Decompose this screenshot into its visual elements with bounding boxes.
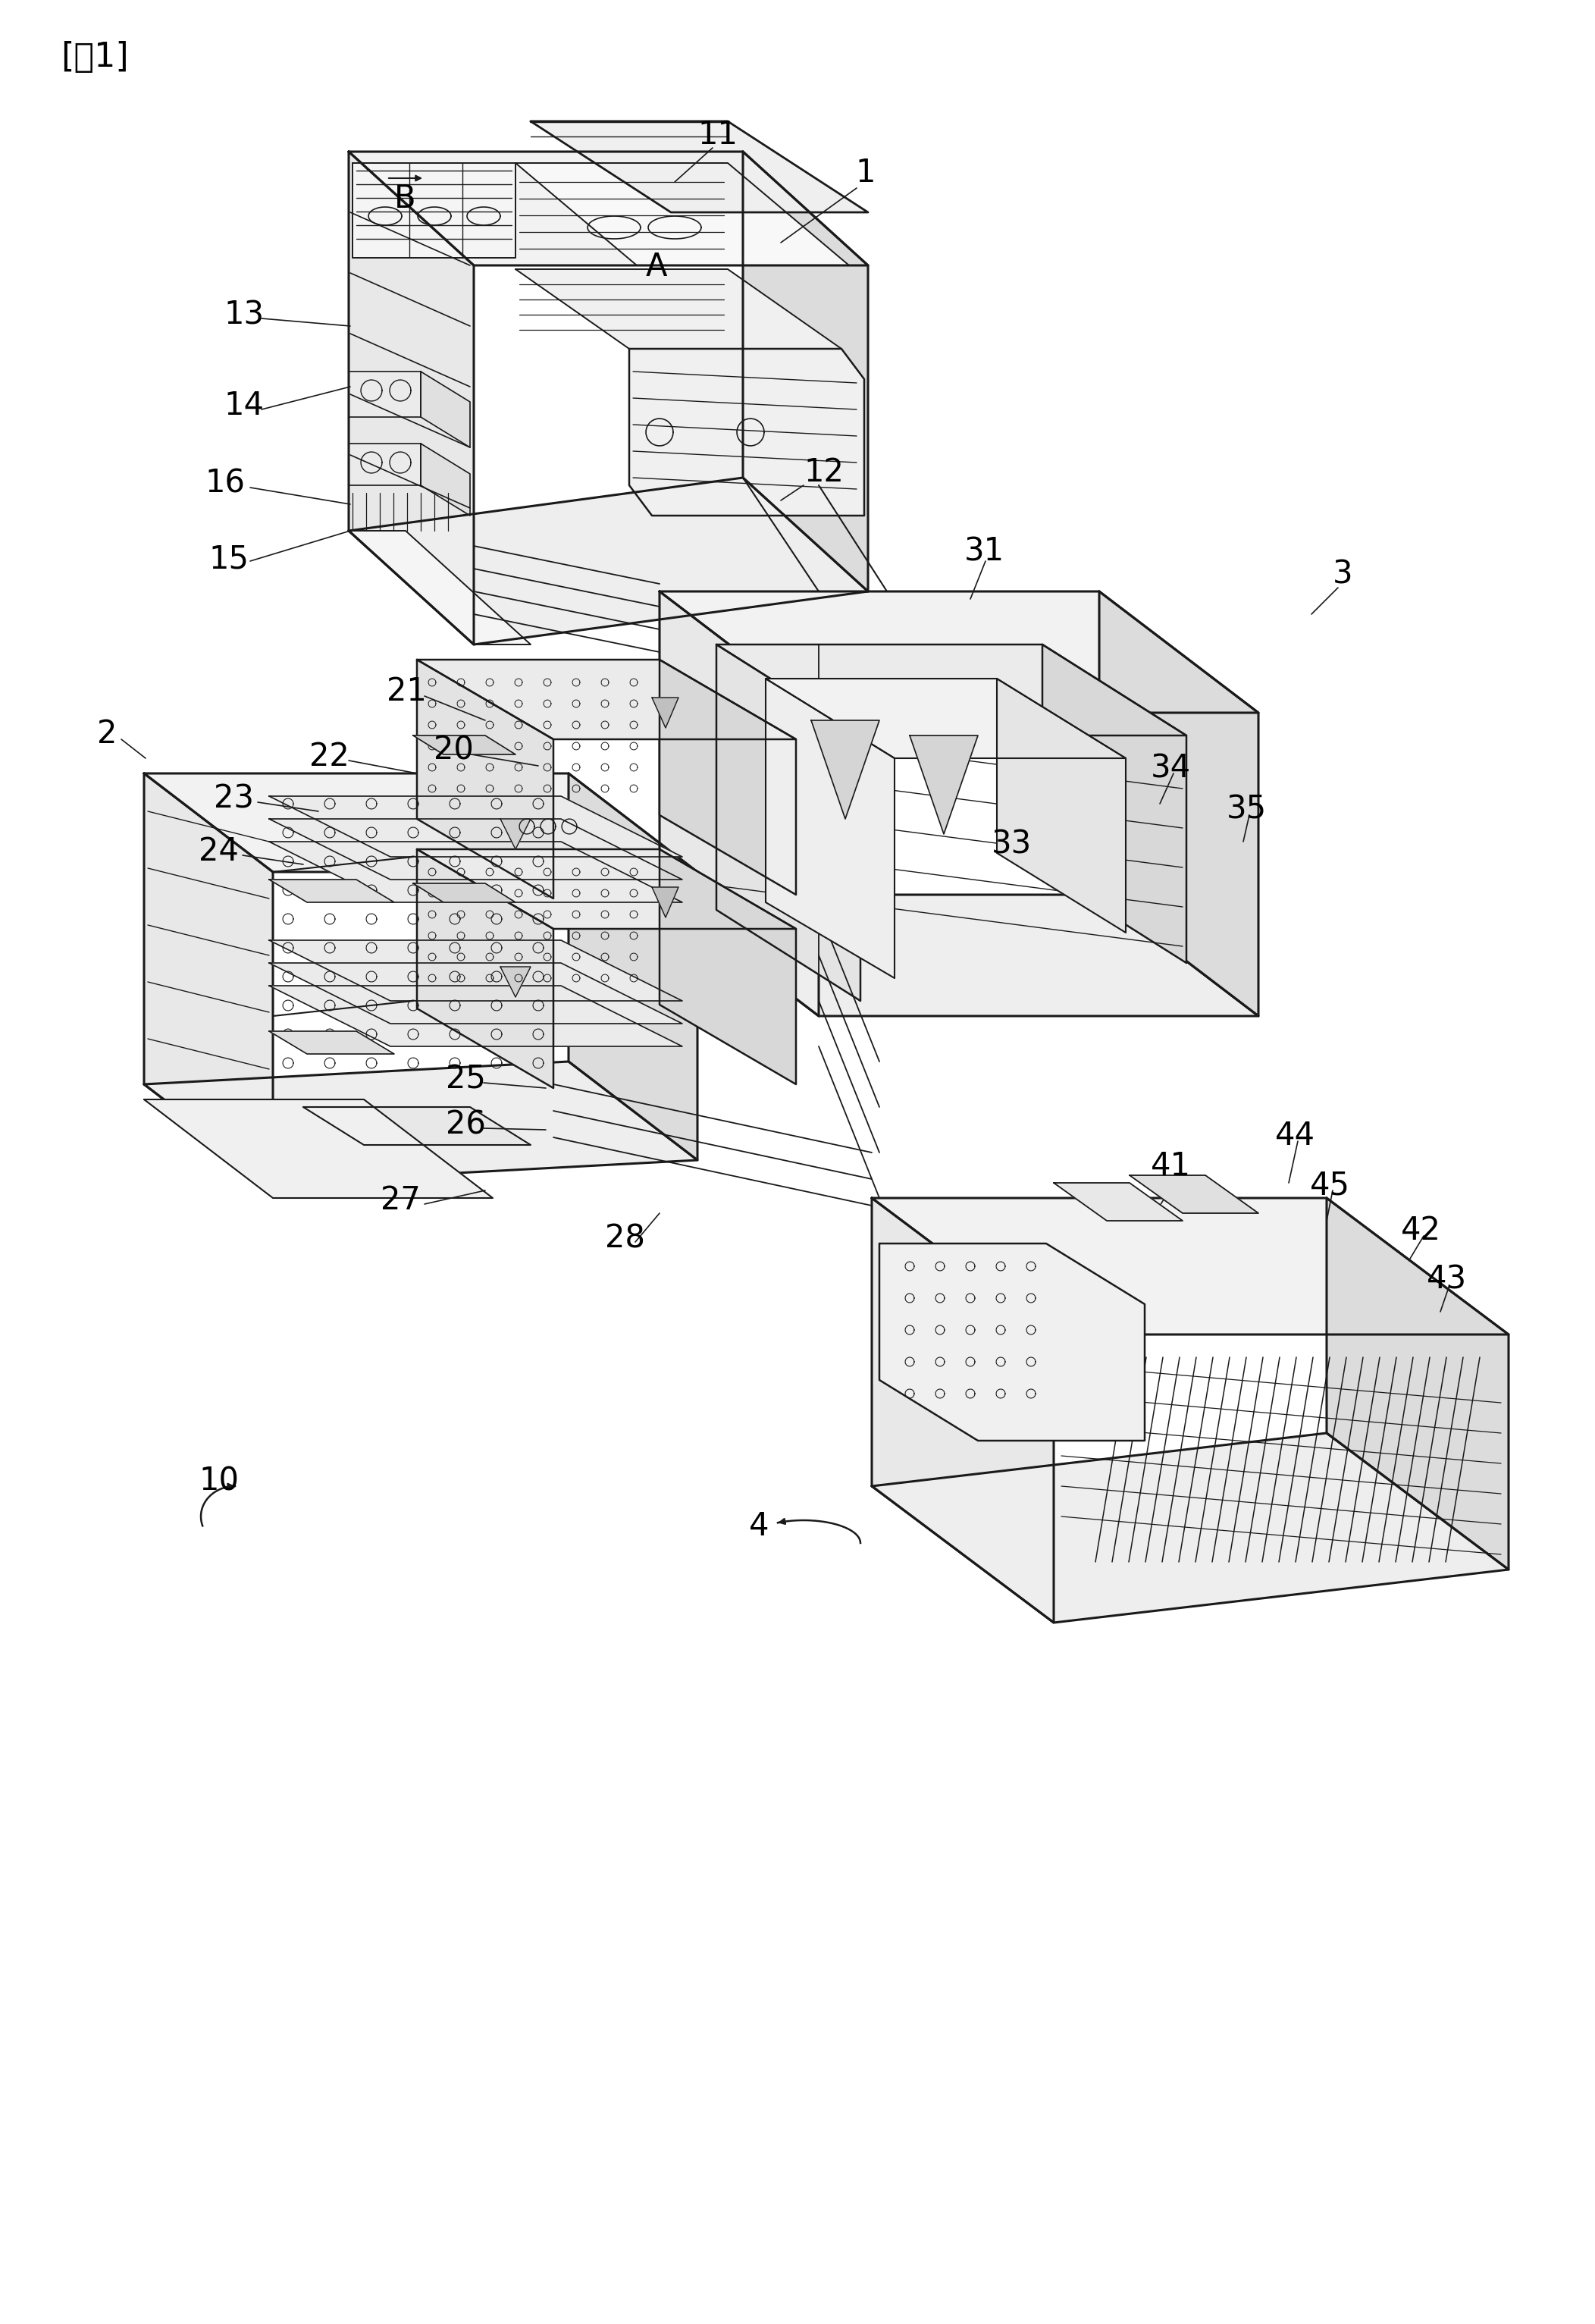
Polygon shape [1327, 1197, 1509, 1569]
Polygon shape [766, 679, 895, 978]
Text: 10: 10 [199, 1464, 239, 1497]
Polygon shape [652, 697, 678, 727]
Polygon shape [515, 270, 842, 349]
Polygon shape [1099, 590, 1258, 1016]
Text: 27: 27 [381, 1185, 421, 1215]
Text: 11: 11 [697, 119, 737, 151]
Polygon shape [270, 797, 683, 858]
Polygon shape [879, 1243, 1145, 1441]
Polygon shape [349, 151, 868, 265]
Text: 43: 43 [1426, 1264, 1467, 1297]
Polygon shape [1129, 1176, 1258, 1213]
Polygon shape [743, 151, 868, 590]
Text: 20: 20 [434, 734, 474, 767]
Polygon shape [716, 644, 860, 1002]
Polygon shape [270, 1032, 394, 1055]
Text: A: A [646, 251, 667, 284]
Polygon shape [659, 848, 796, 1085]
Polygon shape [812, 720, 879, 818]
Text: 26: 26 [445, 1109, 486, 1141]
Polygon shape [349, 530, 531, 644]
Polygon shape [349, 372, 421, 416]
Polygon shape [659, 895, 1258, 1016]
Text: 42: 42 [1400, 1215, 1440, 1246]
Text: 34: 34 [1150, 753, 1191, 783]
Polygon shape [501, 967, 531, 997]
Text: B: B [394, 184, 416, 214]
Polygon shape [659, 590, 818, 1016]
Polygon shape [270, 878, 394, 902]
Polygon shape [144, 1099, 493, 1197]
Polygon shape [909, 734, 978, 834]
Polygon shape [872, 1434, 1509, 1622]
Polygon shape [270, 818, 683, 878]
Polygon shape [531, 121, 868, 211]
Polygon shape [413, 883, 515, 902]
Text: 35: 35 [1227, 795, 1266, 825]
Polygon shape [413, 734, 515, 755]
Text: 15: 15 [209, 544, 249, 576]
Polygon shape [1054, 1183, 1182, 1220]
Text: 41: 41 [1150, 1150, 1191, 1183]
Polygon shape [568, 774, 697, 1160]
Text: 33: 33 [992, 827, 1032, 860]
Polygon shape [766, 679, 1126, 758]
Text: 16: 16 [204, 467, 246, 500]
Polygon shape [144, 1062, 697, 1183]
Polygon shape [501, 818, 531, 848]
Polygon shape [659, 660, 796, 895]
Polygon shape [628, 349, 864, 516]
Text: [図1]: [図1] [61, 40, 129, 72]
Text: 2: 2 [97, 718, 116, 751]
Polygon shape [349, 151, 474, 644]
Polygon shape [144, 774, 273, 1183]
Text: 3: 3 [1333, 558, 1353, 590]
Polygon shape [349, 479, 868, 644]
Polygon shape [515, 163, 849, 265]
Text: 22: 22 [309, 741, 349, 772]
Text: 12: 12 [804, 456, 844, 488]
Text: 45: 45 [1309, 1169, 1349, 1202]
Text: 25: 25 [445, 1062, 486, 1095]
Polygon shape [716, 644, 1187, 734]
Text: 14: 14 [223, 390, 263, 421]
Polygon shape [349, 444, 421, 486]
Polygon shape [270, 985, 683, 1046]
Text: 28: 28 [605, 1222, 644, 1255]
Polygon shape [303, 1106, 531, 1146]
Polygon shape [416, 848, 553, 1088]
Polygon shape [872, 1197, 1054, 1622]
Text: 44: 44 [1274, 1120, 1316, 1153]
Polygon shape [416, 660, 796, 739]
Text: 1: 1 [855, 158, 876, 188]
Text: 23: 23 [214, 783, 254, 813]
Polygon shape [352, 163, 515, 258]
Text: 13: 13 [223, 300, 263, 330]
Polygon shape [270, 941, 683, 1002]
Polygon shape [997, 679, 1126, 932]
Polygon shape [416, 848, 796, 930]
Polygon shape [659, 590, 1258, 713]
Polygon shape [421, 372, 471, 446]
Polygon shape [421, 444, 471, 516]
Polygon shape [872, 1197, 1509, 1334]
Polygon shape [416, 660, 553, 899]
Polygon shape [1043, 644, 1187, 962]
Text: 21: 21 [386, 676, 427, 706]
Polygon shape [270, 962, 683, 1023]
Text: 4: 4 [750, 1511, 769, 1543]
Polygon shape [144, 774, 697, 872]
Text: 24: 24 [199, 837, 239, 867]
Polygon shape [652, 888, 678, 918]
Text: 31: 31 [965, 537, 1005, 567]
Polygon shape [270, 841, 683, 902]
